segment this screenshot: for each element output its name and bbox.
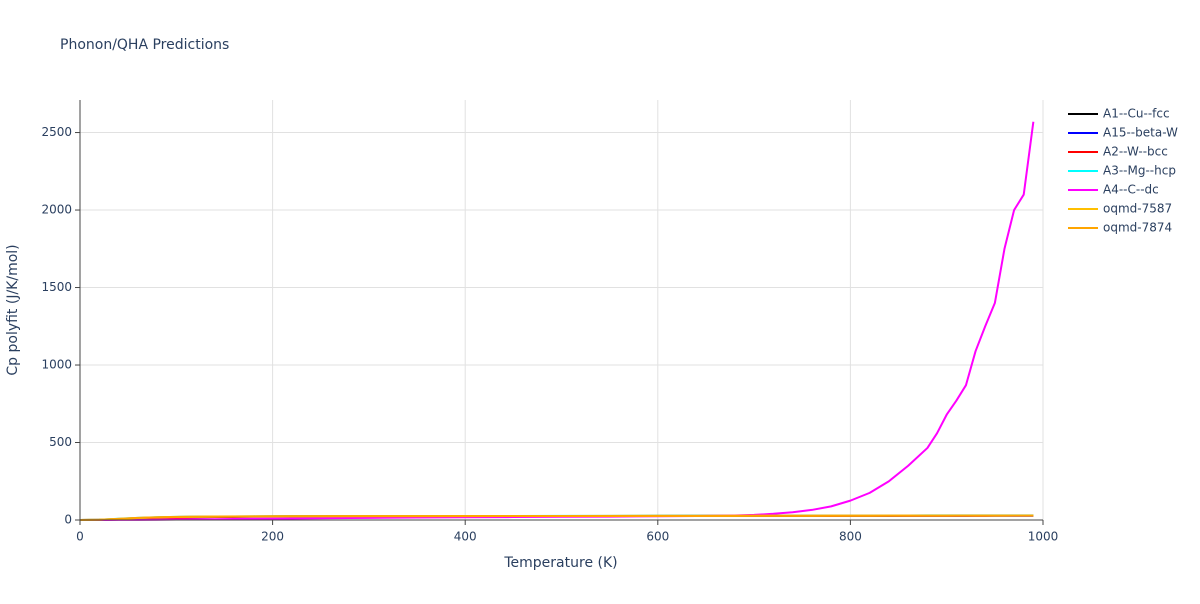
y-tick-label: 2500 — [41, 125, 72, 139]
y-tick-label: 500 — [49, 435, 72, 449]
x-tick-label: 800 — [839, 530, 862, 544]
legend-label: A3--Mg--hcp — [1103, 164, 1176, 178]
x-tick-label: 400 — [454, 530, 477, 544]
legend-label: oqmd-7587 — [1103, 202, 1172, 216]
chart-title: Phonon/QHA Predictions — [60, 37, 229, 53]
x-tick-label: 1000 — [1028, 530, 1059, 544]
y-tick-label: 1500 — [41, 280, 72, 294]
legend-label: A4--C--dc — [1103, 183, 1159, 197]
grid — [79, 100, 1044, 521]
x-tick-label: 200 — [261, 530, 284, 544]
x-tick-label: 0 — [76, 530, 84, 544]
legend-label: oqmd-7874 — [1103, 221, 1172, 235]
y-tick-label: 2000 — [41, 203, 72, 217]
plot-area — [80, 121, 1035, 521]
legend-label: A15--beta-W — [1103, 126, 1178, 140]
x-axis-title: Temperature (K) — [503, 555, 617, 571]
series-line — [80, 514, 1034, 521]
y-axis-title: Cp polyfit (J/K/mol) — [5, 244, 21, 375]
series-line — [80, 121, 1035, 521]
y-tick-label: 1000 — [41, 358, 72, 372]
y-tick-label: 0 — [64, 513, 72, 527]
x-tick-label: 600 — [646, 530, 669, 544]
legend: A1--Cu--fcc A15--beta-W A2--W--bcc A3--Mg--… — [1068, 107, 1178, 235]
legend-label: A2--W--bcc — [1103, 145, 1168, 159]
axes: 0 200 400 600 800 1000 0 500 1000 1500 2000 2500 — [41, 100, 1058, 544]
legend-label: A1--Cu--fcc — [1103, 107, 1170, 121]
